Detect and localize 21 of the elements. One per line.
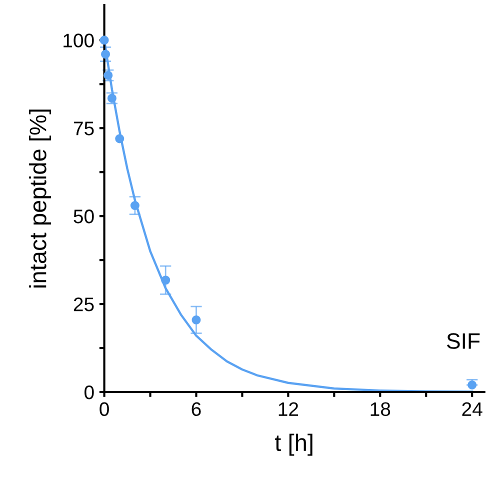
point: [130, 201, 140, 210]
point: [161, 276, 170, 285]
point: [104, 70, 113, 80]
y-tick-label: 75: [74, 122, 94, 136]
y-tick-label: 100: [64, 34, 94, 48]
point: [101, 50, 110, 59]
annotation: SIF: [446, 333, 480, 349]
point: [192, 315, 201, 324]
x-tick-label: 6: [192, 402, 201, 416]
x-tick-label: 0: [100, 402, 109, 416]
x-axis-title: t [h]: [274, 434, 312, 456]
y-tick-label: 50: [74, 210, 94, 224]
x-tick-label: 12: [278, 402, 298, 416]
point: [468, 380, 477, 390]
x-tick-label: 24: [462, 402, 482, 416]
y-axis-title: intact peptide [%]: [29, 110, 52, 288]
y-tick-label: 25: [74, 298, 94, 312]
point: [100, 36, 109, 45]
y-tick-label: 0: [84, 385, 94, 400]
x-tick-label: 18: [370, 402, 390, 416]
point: [115, 134, 124, 144]
